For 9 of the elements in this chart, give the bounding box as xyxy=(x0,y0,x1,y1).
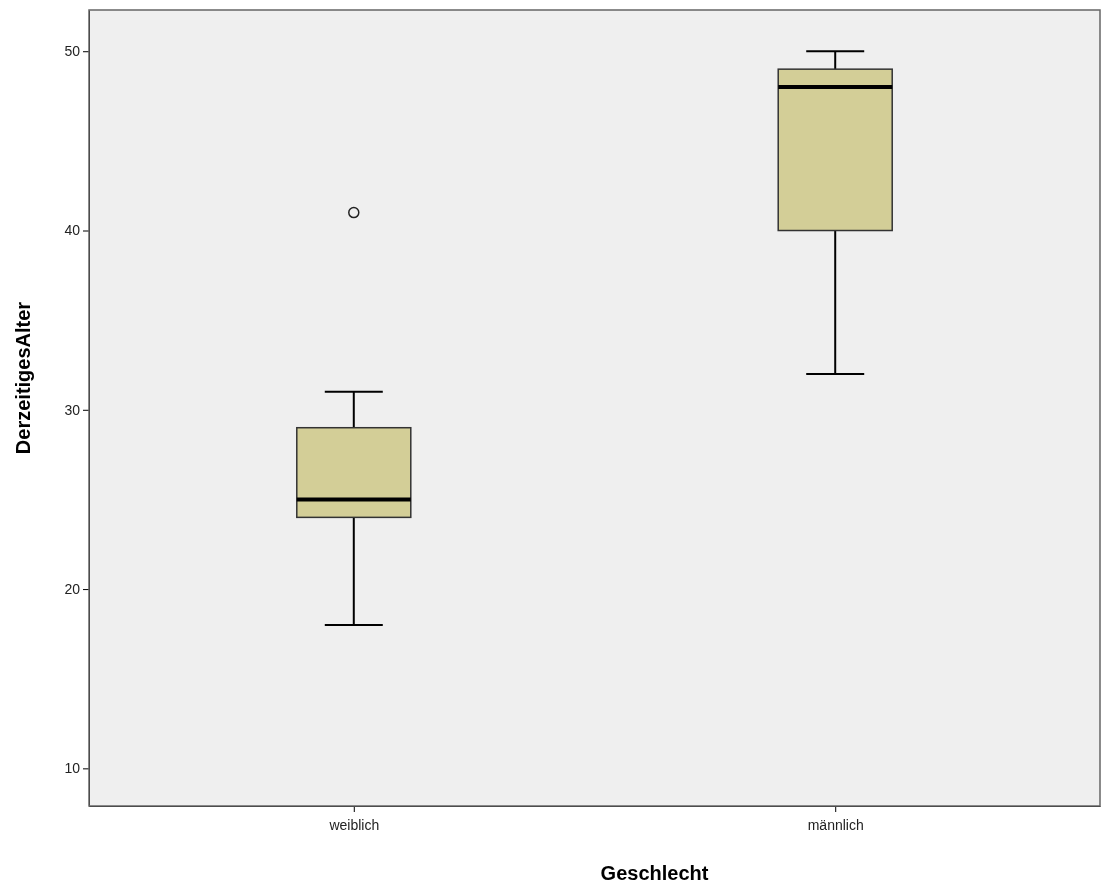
x-tick-label: weiblich xyxy=(328,817,380,834)
y-tick-label: 40 xyxy=(64,222,81,239)
y-axis-title: DerzeitigesAlter xyxy=(12,301,34,455)
y-tick-label: 30 xyxy=(64,401,81,418)
x-axis-title: Geschlecht xyxy=(600,862,709,884)
x-tick-label: männlich xyxy=(807,817,864,834)
y-tick-label: 50 xyxy=(64,43,81,60)
y-tick-label: 20 xyxy=(64,581,81,598)
y-tick-label: 10 xyxy=(64,760,81,777)
